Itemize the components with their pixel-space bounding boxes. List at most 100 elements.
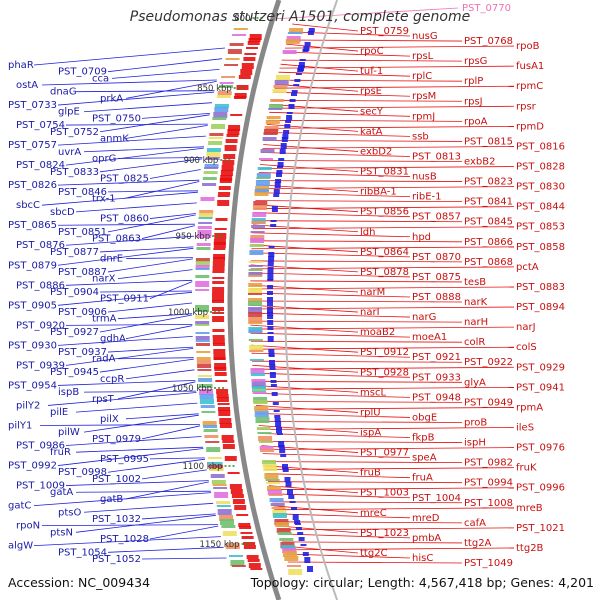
leader-line-left xyxy=(75,402,198,413)
gene-feature xyxy=(248,272,263,276)
leader-line-left xyxy=(41,191,198,206)
gene-label-left: phaR xyxy=(8,60,34,71)
gene-label-right: PST_0844 xyxy=(516,202,565,213)
gene-label-left: ispB xyxy=(58,387,79,398)
gene-feature xyxy=(202,421,217,426)
genome-summary-text: Topology: circular; Length: 4,567,418 bp… xyxy=(250,575,594,590)
gene-label-right: rpsL xyxy=(412,51,434,62)
gene-feature xyxy=(206,447,221,452)
gene-feature xyxy=(276,427,282,433)
gene-label-left: PST_1009 xyxy=(16,481,65,492)
gene-feature xyxy=(254,406,269,411)
gene-label-left: PST_1028 xyxy=(100,534,149,545)
leader-line-right xyxy=(258,172,411,177)
gene-label-left: PST_0709 xyxy=(58,67,107,78)
gene-label-right: ileS xyxy=(516,422,534,433)
gene-feature xyxy=(199,389,214,395)
gene-label-right: PST_0759 xyxy=(360,26,409,37)
leader-line-right xyxy=(254,386,515,390)
gene-feature xyxy=(224,145,237,151)
gene-label-right: ispH xyxy=(464,438,486,449)
gene-feature xyxy=(196,343,210,346)
leader-line-left xyxy=(41,79,217,86)
gene-feature xyxy=(214,372,227,376)
gene-feature xyxy=(267,332,274,334)
gene-feature xyxy=(265,479,280,481)
gene-label-right: fruB xyxy=(360,468,381,479)
leader-line-right xyxy=(283,51,411,57)
gene-feature xyxy=(250,568,263,570)
gene-feature xyxy=(267,315,274,319)
leader-line-left xyxy=(57,179,200,186)
gene-label-left: PST_0879 xyxy=(8,260,57,271)
gene-feature xyxy=(221,525,236,528)
gene-feature xyxy=(246,555,259,559)
gene-feature xyxy=(236,514,249,516)
gene-label-right: fusA1 xyxy=(516,61,544,72)
gene-label-left: PST_0733 xyxy=(8,100,57,111)
gene-feature xyxy=(218,186,231,190)
leader-line-left xyxy=(141,225,195,239)
tick-label: 950 kbp xyxy=(175,232,210,242)
gene-feature xyxy=(216,501,230,504)
gene-feature xyxy=(222,444,235,449)
gene-label-left: PST_0877 xyxy=(50,247,99,258)
leader-line-left xyxy=(75,446,204,453)
gene-label-right: PST_0888 xyxy=(412,292,461,303)
gene-label-left: PST_0824 xyxy=(16,160,65,171)
leader-line-right xyxy=(263,139,463,142)
gene-feature xyxy=(232,499,245,504)
gene-label-right: katA xyxy=(360,126,383,137)
gene-label-right: PST_0875 xyxy=(412,272,461,283)
leader-line-left xyxy=(141,513,216,520)
gene-feature xyxy=(282,134,289,139)
leader-line-left xyxy=(65,235,195,246)
gene-feature xyxy=(281,545,296,549)
gene-feature xyxy=(292,514,299,520)
leader-line-right xyxy=(268,485,359,494)
gene-label-left: cca xyxy=(92,73,109,84)
gene-feature xyxy=(222,160,235,165)
leader-line-left xyxy=(65,123,208,126)
gene-feature xyxy=(267,270,274,274)
gene-feature xyxy=(215,380,228,382)
gene-feature xyxy=(214,104,229,108)
leader-line-left xyxy=(57,336,193,346)
leader-line-left xyxy=(57,291,193,306)
leader-line-right xyxy=(273,505,359,514)
gene-feature xyxy=(214,107,229,112)
gene-feature xyxy=(229,484,242,489)
gene-feature xyxy=(288,495,295,499)
gene-label-left: uvrA xyxy=(58,147,81,158)
gene-feature xyxy=(234,93,247,98)
gene-feature xyxy=(249,359,264,361)
gene-feature xyxy=(212,338,225,344)
gene-feature xyxy=(267,264,274,266)
gene-feature xyxy=(231,565,246,567)
gene-feature xyxy=(217,403,230,405)
gene-label-right: PST_0922 xyxy=(464,357,513,368)
gene-label-right: PST_0929 xyxy=(516,362,565,373)
gene-feature xyxy=(250,238,265,243)
gene-feature xyxy=(198,222,213,224)
gene-feature xyxy=(267,301,273,306)
gene-feature xyxy=(267,320,274,325)
gene-label-right: PST_0894 xyxy=(516,302,565,313)
leader-line-left xyxy=(65,436,202,446)
leader-line-right xyxy=(254,212,411,218)
gene-feature xyxy=(212,281,225,284)
gene-feature xyxy=(230,489,243,494)
leader-line-left xyxy=(117,269,193,280)
leader-line-right xyxy=(272,501,463,504)
gene-label-right: PST_0870 xyxy=(412,252,461,263)
gene-feature xyxy=(275,421,282,427)
leader-line-right xyxy=(287,561,463,564)
leader-line-left xyxy=(125,81,217,99)
leader-line-left xyxy=(65,147,204,166)
leader-line-left xyxy=(149,525,219,540)
gene-feature xyxy=(256,177,271,179)
gene-feature xyxy=(254,192,269,196)
gene-feature xyxy=(274,418,281,422)
gene-feature xyxy=(238,523,251,527)
